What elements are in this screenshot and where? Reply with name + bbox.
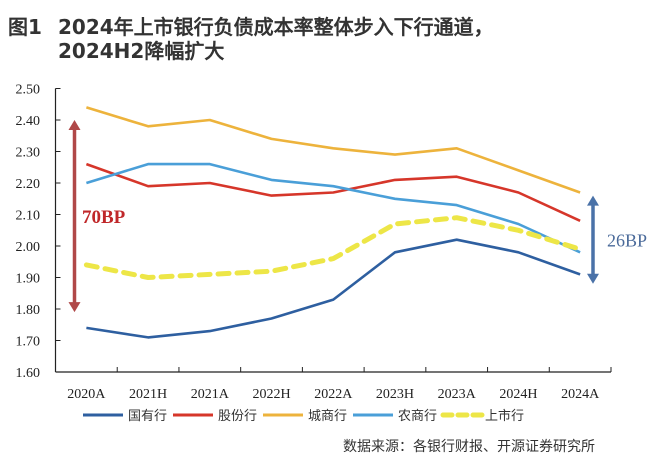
data-source-note: 数据来源：各银行财报、开源证券研究所	[343, 439, 595, 455]
y-tick-label: 2.20	[16, 177, 41, 192]
y-tick-label: 1.80	[16, 303, 41, 318]
axes: 1.60 1.70 1.80 1.90 2.00 2.10 2.20 2.30 2.40 2.50…	[16, 83, 612, 402]
chart-title-line-2: 2024H2降幅扩大	[58, 39, 225, 63]
series-line-4	[83, 215, 583, 280]
series-line-3	[86, 162, 581, 254]
y-tick-label: 1.90	[16, 272, 41, 287]
annotation-arrow-head-down	[68, 302, 81, 313]
annotation-arrow-head-up	[587, 195, 599, 206]
x-tick-label: 2024H	[499, 387, 537, 402]
x-tick-label: 2020A	[67, 387, 106, 402]
annotation-arrow-head-up	[68, 120, 81, 130]
legend-label-0: 国有行	[128, 409, 167, 424]
series-line-0	[86, 238, 581, 339]
x-tick-label: 2024A	[561, 387, 600, 402]
y-tick-label: 1.70	[16, 335, 41, 350]
annotation-label-0: 70BP	[82, 207, 126, 228]
annotation-layer: 70BP 26BP	[68, 120, 647, 313]
figure-label: 图1	[8, 15, 42, 39]
y-tick-label: 2.00	[16, 240, 41, 255]
annotation-arrow-head-down	[587, 273, 599, 284]
annotation-label-1: 26BP	[607, 231, 647, 251]
y-tick-label: 2.10	[16, 209, 41, 224]
y-tick-label: 2.50	[16, 83, 41, 98]
series-line-2	[86, 106, 581, 194]
legend-label-2: 城商行	[308, 409, 347, 424]
legend-label-1: 股份行	[218, 409, 257, 424]
x-tick-label: 2022H	[252, 387, 290, 402]
series-layer	[83, 106, 583, 339]
legend-label-3: 农商行	[398, 409, 437, 424]
x-tick-label: 2023H	[376, 387, 414, 402]
y-tick-label: 2.30	[16, 146, 41, 161]
x-tick-label: 2021A	[191, 387, 230, 402]
legend-label-4: 上市行	[485, 408, 524, 424]
y-tick-label: 2.40	[16, 114, 41, 129]
x-tick-label: 2023A	[438, 387, 477, 402]
chart-title-line-1: 2024年上市银行负债成本率整体步入下行通道，	[58, 15, 494, 39]
legend: 国有行 股份行 城商行 农商行 上市行	[83, 408, 524, 424]
x-tick-label: 2022A	[314, 387, 353, 402]
y-tick-label: 1.60	[16, 366, 41, 381]
x-tick-label: 2021H	[129, 387, 167, 402]
